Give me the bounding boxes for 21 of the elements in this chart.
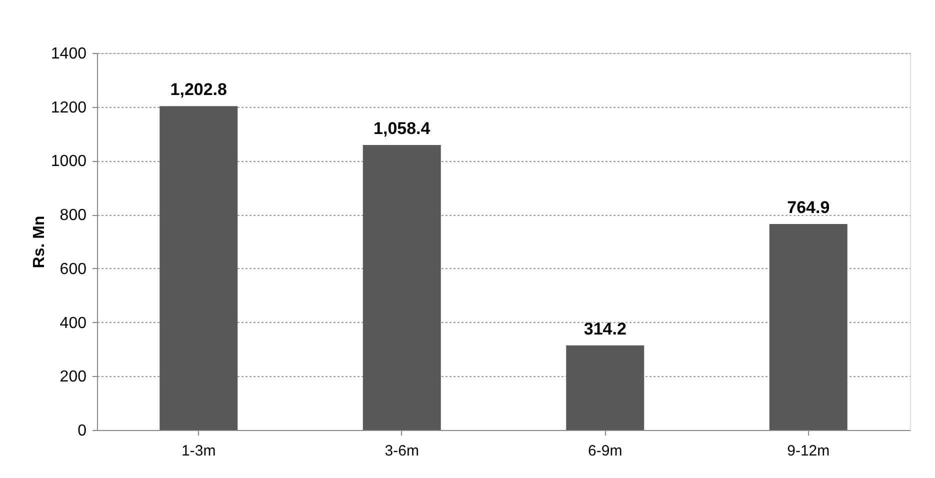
x-tick-label: 9-12m xyxy=(787,442,830,460)
y-tick-label: 1200 xyxy=(50,99,87,116)
x-tick-label: 1-3m xyxy=(182,442,216,460)
y-tick-label: 200 xyxy=(60,368,87,386)
x-tick-label: 3-6m xyxy=(384,442,419,460)
bar xyxy=(566,345,644,430)
y-tick-label: 400 xyxy=(60,314,87,332)
y-tick-label: 0 xyxy=(78,422,87,440)
bar xyxy=(769,224,848,430)
y-tick-label: 1000 xyxy=(50,153,87,170)
data-label: 314.2 xyxy=(584,319,626,338)
y-axis-title: Rs. Mn xyxy=(30,216,48,268)
bar xyxy=(160,106,238,430)
bar xyxy=(362,144,441,430)
data-label: 1,202.8 xyxy=(170,80,227,100)
y-tick-label: 1400 xyxy=(50,46,87,62)
data-label: 764.9 xyxy=(787,198,830,218)
data-label: 1,058.4 xyxy=(374,118,431,138)
y-tick-label: 600 xyxy=(60,260,87,278)
y-tick-label: 800 xyxy=(60,207,87,224)
x-tick-label: 6-9m xyxy=(588,442,622,460)
